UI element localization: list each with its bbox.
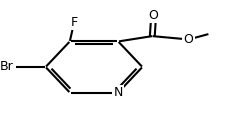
Text: F: F [70,16,77,29]
Text: O: O [183,33,193,46]
Text: O: O [148,9,158,22]
Text: N: N [113,86,122,99]
Text: Br: Br [0,60,14,74]
